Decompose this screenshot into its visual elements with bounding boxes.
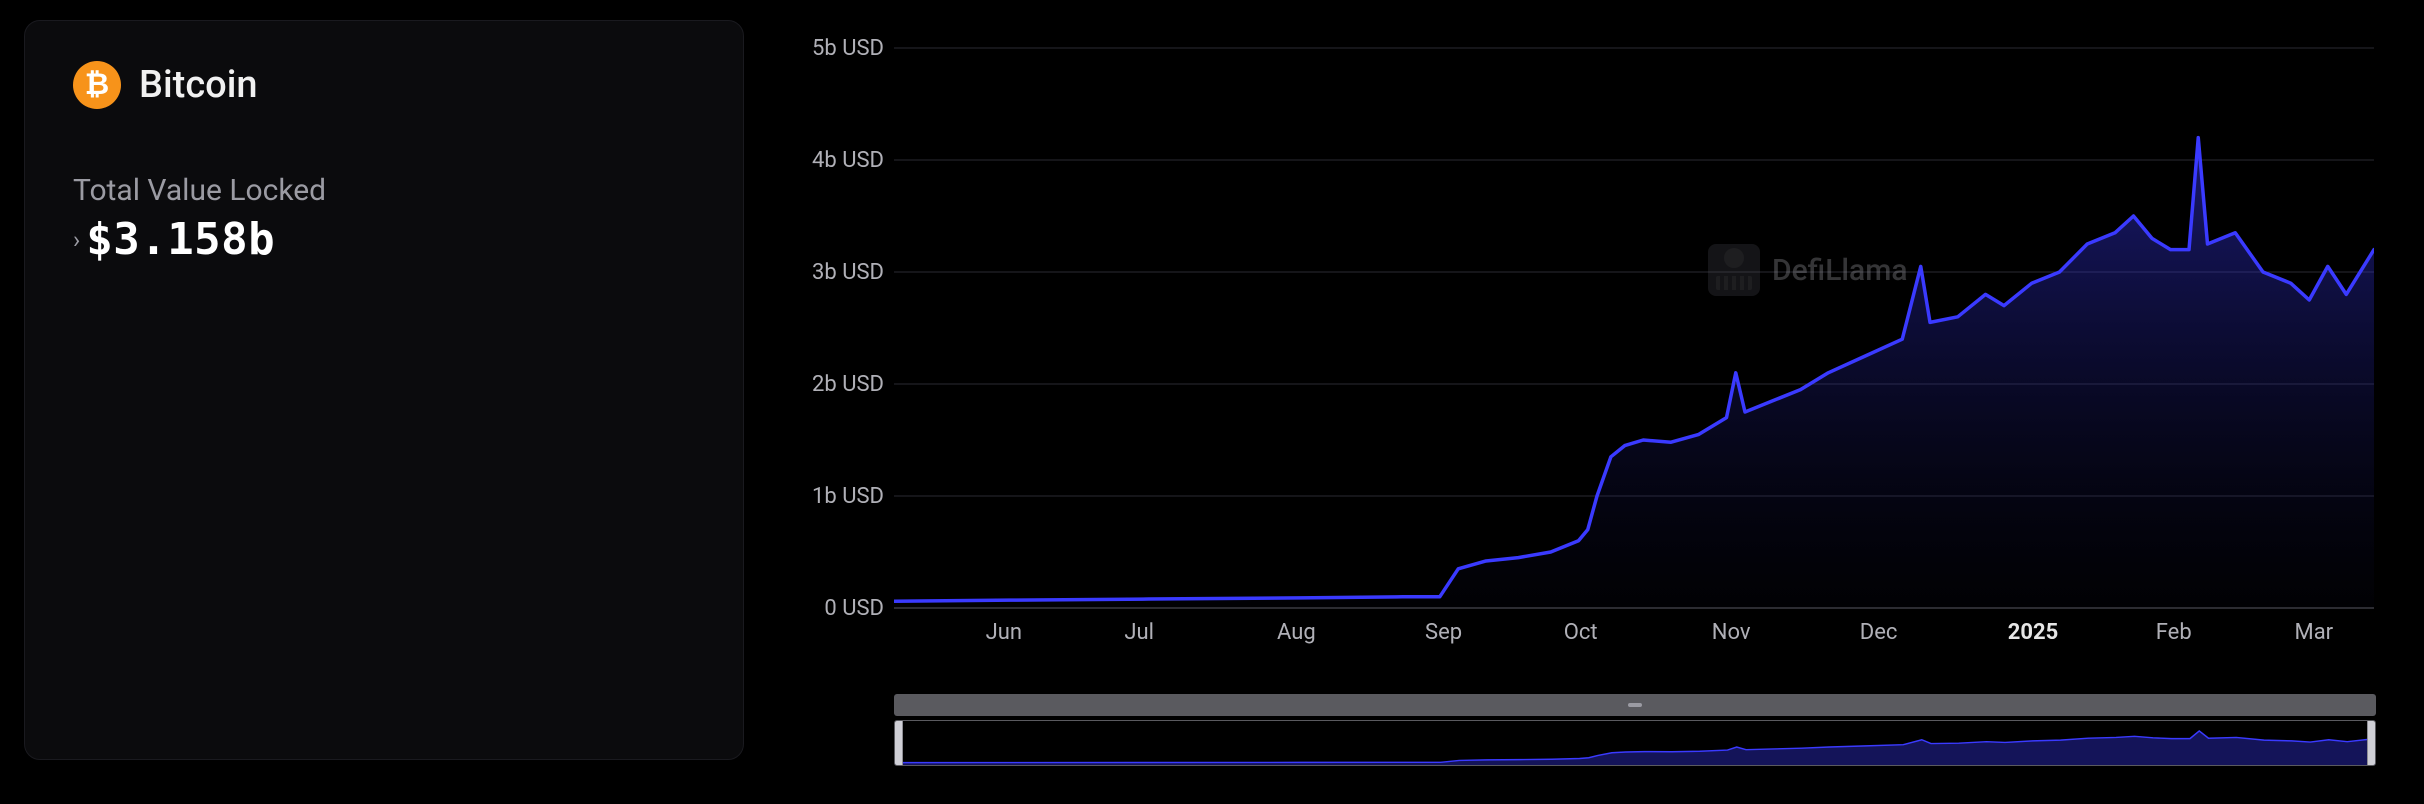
time-range-scrubber[interactable] xyxy=(894,694,2376,768)
x-axis-label: Jul xyxy=(1124,620,1154,645)
tvl-label: Total Value Locked xyxy=(73,173,695,208)
tvl-area-chart[interactable] xyxy=(894,20,2374,618)
x-axis-label: 2025 xyxy=(2008,620,2059,645)
scrubber-center-tick xyxy=(1628,703,1642,707)
bitcoin-icon-glyph: ₿ xyxy=(85,67,109,102)
x-axis-label: Jun xyxy=(986,620,1022,645)
x-axis-label: Sep xyxy=(1425,620,1462,645)
x-axis-label: Oct xyxy=(1564,620,1598,645)
watermark-text: DefiLlama xyxy=(1772,253,1908,288)
y-axis-label: 1b USD xyxy=(784,484,884,509)
llama-icon xyxy=(1708,244,1760,296)
scrubber-minimap[interactable] xyxy=(894,720,2376,766)
tvl-value: $3.158b xyxy=(86,214,275,265)
asset-card: ₿ Bitcoin Total Value Locked › $3.158b xyxy=(24,20,744,760)
y-axis-label: 5b USD xyxy=(784,36,884,61)
defillama-watermark: DefiLlama xyxy=(1708,244,1908,296)
y-axis-label: 4b USD xyxy=(784,148,884,173)
y-axis-label: 3b USD xyxy=(784,260,884,285)
scrubber-track[interactable] xyxy=(894,694,2376,716)
x-axis-label: Aug xyxy=(1277,620,1316,645)
asset-title: Bitcoin xyxy=(139,63,258,107)
scrubber-handle-right[interactable] xyxy=(2367,720,2376,766)
area-fill xyxy=(894,138,2374,608)
scrubber-mini-chart xyxy=(895,721,2375,765)
tvl-row[interactable]: › $3.158b xyxy=(73,214,695,265)
chart-zone: 0 USD 1b USD 2b USD 3b USD 4b USD 5b USD Jun J… xyxy=(784,20,2400,780)
x-axis-label: Nov xyxy=(1712,620,1751,645)
y-axis-label: 0 USD xyxy=(784,596,884,621)
scrubber-handle-left[interactable] xyxy=(894,720,903,766)
y-axis-label: 2b USD xyxy=(784,372,884,397)
page-root: ₿ Bitcoin Total Value Locked › $3.158b 0… xyxy=(0,0,2424,804)
x-axis-label: Dec xyxy=(1860,620,1898,645)
bitcoin-icon: ₿ xyxy=(73,61,121,109)
chevron-right-icon: › xyxy=(73,226,80,254)
x-axis-label: Mar xyxy=(2295,620,2334,645)
x-axis-label: Feb xyxy=(2156,620,2192,645)
asset-title-row: ₿ Bitcoin xyxy=(73,61,695,109)
